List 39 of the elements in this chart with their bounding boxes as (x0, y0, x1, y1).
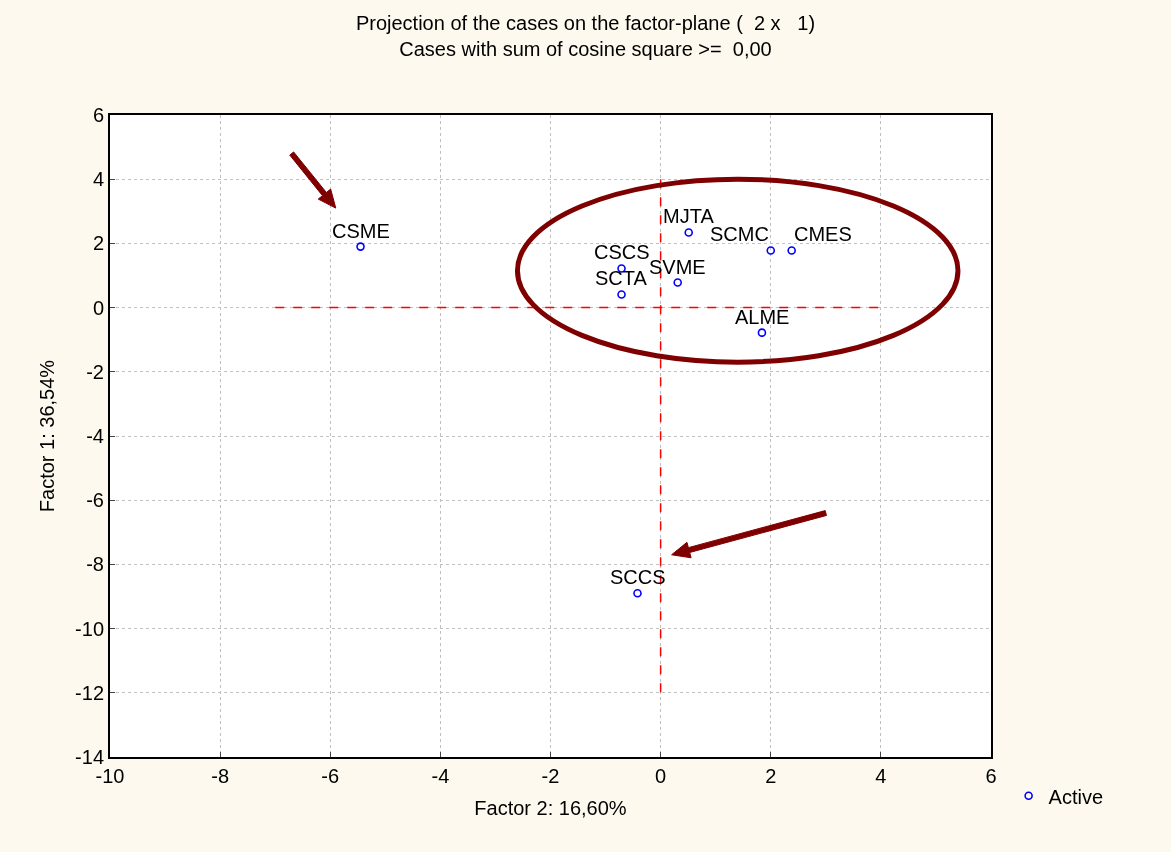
x-tick-label: 0 (655, 765, 667, 787)
x-tick-label: -8 (211, 765, 230, 787)
y-tick-label: -14 (75, 746, 104, 768)
chart-title: Projection of the cases on the factor-plane ( 2 x 1) (355, 11, 816, 34)
y-tick-label: 6 (92, 104, 104, 126)
annotation: ALME (735, 306, 790, 328)
annotation: CMES (794, 223, 852, 245)
x-tick-label: -4 (431, 765, 450, 787)
chart-subtitle: Cases with sum of cosine square >= 0,00 (399, 37, 772, 60)
annotation: CSME (332, 220, 390, 242)
y-tick-label: -12 (75, 681, 104, 704)
y-axis-title: Factor 1: 36,54% (36, 359, 59, 513)
point (356, 242, 365, 251)
annotation: SCCS (610, 566, 666, 588)
annotation: SVME (649, 256, 706, 278)
annotation: CSCS (594, 241, 650, 263)
annotation: SCTA (595, 267, 648, 289)
point (617, 290, 626, 299)
point (757, 328, 767, 337)
y-tick-label: 4 (92, 168, 104, 191)
point (766, 246, 776, 255)
x-axis-title: Factor 2: 16,60% (474, 797, 627, 819)
y-tick-label: -10 (75, 617, 104, 640)
y-tick-label: -2 (86, 360, 104, 383)
legend-label: Active (1048, 785, 1104, 808)
point (684, 228, 694, 237)
y-tick-label: -8 (86, 553, 104, 576)
x-tick-label: -6 (321, 765, 340, 787)
x-tick-label: 6 (985, 765, 997, 787)
y-tick-label: -6 (86, 489, 104, 512)
point (673, 278, 682, 287)
y-tick-label: 0 (92, 296, 104, 319)
y-tick-label: -4 (86, 425, 104, 447)
point (633, 588, 642, 598)
x-tick-label: -2 (541, 765, 560, 787)
y-tick-label: 2 (92, 232, 104, 255)
x-tick-label: 2 (765, 765, 777, 787)
point (787, 246, 796, 255)
x-tick-label: 4 (875, 765, 887, 787)
